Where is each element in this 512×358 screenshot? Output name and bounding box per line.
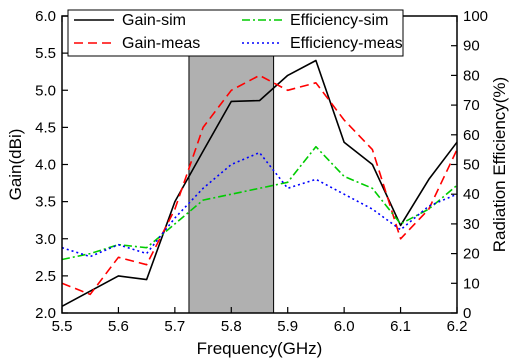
y-right-tick-label: 30 <box>463 216 480 233</box>
y-left-tick-label: 3.5 <box>35 194 56 211</box>
y-right-tick-label: 60 <box>463 127 480 144</box>
x-tick-label: 6.2 <box>447 318 468 335</box>
y-right-tick-label: 100 <box>463 8 488 25</box>
shaded-band-layer <box>188 15 275 314</box>
y-right-tick-label: 50 <box>463 157 480 174</box>
y-right-tick-label: 90 <box>463 38 480 55</box>
y-right-tick-label: 10 <box>463 275 480 292</box>
series-line-efficiency-meas <box>61 151 458 258</box>
y-left-tick-label: 3.0 <box>35 231 56 248</box>
shaded-band <box>188 15 275 314</box>
y-right-axis-title: Radiation Efficiency(%) <box>490 77 509 252</box>
legend-label: Gain-sim <box>122 12 186 29</box>
legend-label: Efficiency-meas <box>290 35 403 52</box>
y-right-tick-label: 70 <box>463 97 480 114</box>
legend-label: Efficiency-sim <box>290 12 388 29</box>
x-tick-label: 5.9 <box>277 318 298 335</box>
y-left-tick-label: 2.0 <box>35 305 56 322</box>
series-layer <box>61 59 458 308</box>
y-left-tick-label: 4.5 <box>35 119 56 136</box>
tick-layer: 5.5 5.6 5.7 5.8 5.9 6.0 6.1 6.2 2.0 2.5 3.0 3.5 4.0 4… <box>35 8 488 335</box>
legend-label: Gain-meas <box>122 35 200 52</box>
x-axis-title: Frequency(GHz) <box>197 339 323 358</box>
y-left-tick-label: 5.5 <box>35 45 56 62</box>
x-tick-label: 5.7 <box>164 318 185 335</box>
legend-box <box>67 9 404 57</box>
y-left-axis-title: Gain(dBi) <box>6 129 25 201</box>
x-tick-label: 5.5 <box>52 318 73 335</box>
x-tick-label: 5.6 <box>108 318 129 335</box>
y-right-tick-label: 80 <box>463 67 480 84</box>
x-tick-label: 6.0 <box>334 318 355 335</box>
x-tick-label: 6.1 <box>390 318 411 335</box>
series-line-efficiency-sim <box>61 145 458 261</box>
y-right-tick-label: 40 <box>463 186 480 203</box>
legend: Gain-sim Gain-meas Efficiency-sim Efficienc… <box>67 9 404 57</box>
series-line-gain-sim <box>61 59 458 308</box>
y-right-tick-label: 20 <box>463 246 480 263</box>
y-left-tick-label: 6.0 <box>35 8 56 25</box>
y-left-tick-label: 2.5 <box>35 268 56 285</box>
y-left-tick-label: 5.0 <box>35 82 56 99</box>
y-left-tick-label: 4.0 <box>35 157 56 174</box>
x-tick-label: 5.8 <box>221 318 242 335</box>
y-right-tick-label: 0 <box>463 305 471 322</box>
series-line-gain-meas <box>61 74 458 296</box>
